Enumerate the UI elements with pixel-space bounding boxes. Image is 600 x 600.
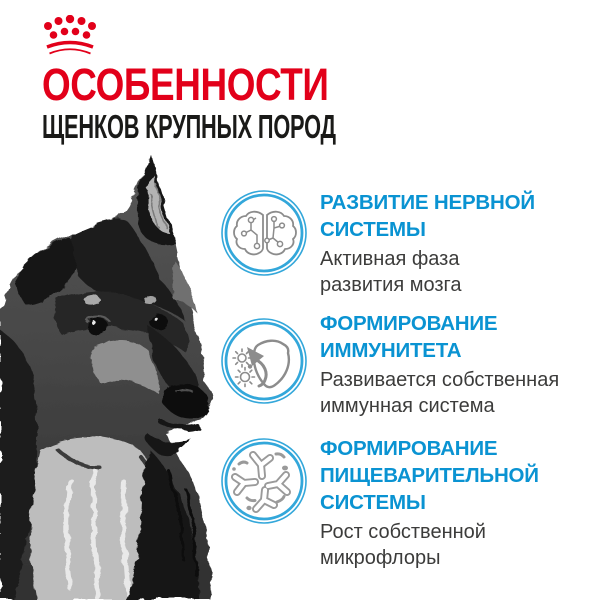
- feature-description: Развивается собственная иммунная система: [320, 369, 560, 417]
- feature-title: ФОРМИРОВАНИЕ ПИЩЕВАРИТЕЛЬНОЙ СИСТЕМЫ: [320, 437, 539, 514]
- page-title: ОСОБЕННОСТИ: [42, 59, 329, 110]
- feature-title: РАЗВИТИЕ НЕРВНОЙ СИСТЕМЫ: [320, 191, 535, 241]
- gut-microflora-icon: [221, 438, 307, 524]
- shield-immunity-icon: [221, 318, 307, 404]
- feature-immunity: ФОРМИРОВАНИЕ ИММУНИТЕТА Развивается собс…: [320, 310, 600, 419]
- feature-title: ФОРМИРОВАНИЕ ИММУНИТЕТА: [320, 312, 498, 362]
- feature-description: Рост собственной микрофлоры: [320, 521, 486, 569]
- brain-neural-icon: [221, 190, 307, 276]
- puppy-photo: [0, 154, 213, 600]
- feature-digestive-system: ФОРМИРОВАНИЕ ПИЩЕВАРИТЕЛЬНОЙ СИСТЕМЫ Рос…: [320, 435, 600, 571]
- crown-logo-icon: [44, 15, 96, 55]
- feature-description: Активная фаза развития мозга: [320, 248, 462, 296]
- feature-nervous-system: РАЗВИТИЕ НЕРВНОЙ СИСТЕМЫ Активная фаза р…: [320, 189, 600, 298]
- page-subtitle: ЩЕНКОВ КРУПНЫХ ПОРОД: [42, 108, 336, 145]
